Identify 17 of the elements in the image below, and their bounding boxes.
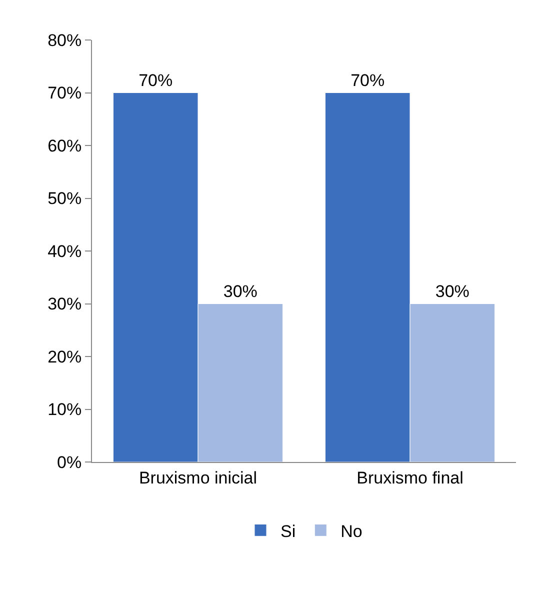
- legend-label: No: [340, 522, 362, 541]
- y-tick-label: 0%: [57, 452, 82, 472]
- y-tick-label: 10%: [48, 400, 82, 420]
- y-tick-label: 20%: [48, 347, 82, 366]
- x-tick-label: Bruxismo final: [356, 468, 464, 488]
- y-tick-label: 80%: [48, 30, 82, 50]
- legend-label: Si: [280, 522, 296, 541]
- y-tick-label: 40%: [48, 242, 82, 261]
- data-label: 30%: [435, 282, 470, 301]
- y-tick-label: 50%: [48, 189, 82, 208]
- y-tick-label: 70%: [48, 84, 82, 103]
- data-label: 30%: [223, 282, 258, 301]
- data-label: 70%: [350, 70, 385, 90]
- y-tick-label: 60%: [48, 136, 82, 156]
- x-tick-label: Bruxismo inicial: [138, 468, 258, 488]
- data-label: 70%: [138, 70, 173, 90]
- y-tick-label: 30%: [48, 294, 82, 314]
